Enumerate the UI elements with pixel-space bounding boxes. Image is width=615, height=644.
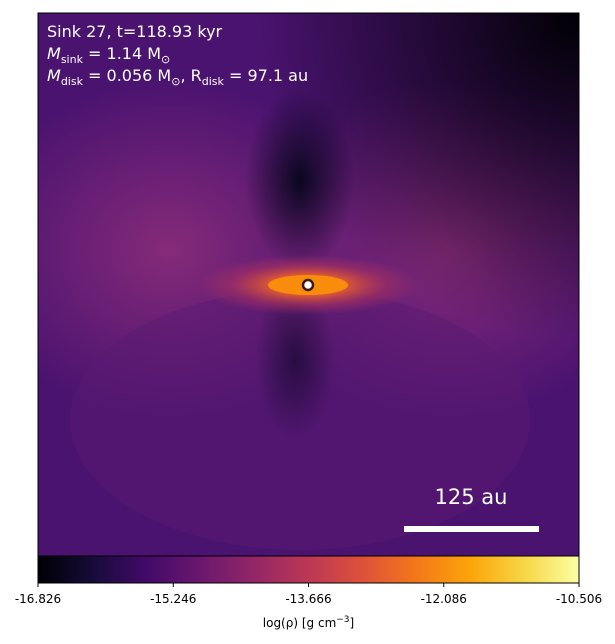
annotation-part: M xyxy=(47,44,61,63)
colorbar-tick-label: -13.666 xyxy=(285,592,331,606)
colorbar-tick-label: -10.506 xyxy=(556,592,602,606)
superscript: −3 xyxy=(336,615,349,625)
annotation: Sink 27, t=118.93 kyr xyxy=(47,22,223,41)
subscript: ⊙ xyxy=(171,75,180,88)
colorbar-label: log(ρ) [g cm−3] xyxy=(263,615,354,630)
annotation-part: = 97.1 au xyxy=(224,66,308,85)
colorbar-tick-label: -12.086 xyxy=(421,592,467,606)
label-part: log(ρ) [g cm xyxy=(263,616,337,630)
annotation: Mdisk = 0.056 M⊙, Rdisk = 97.1 au xyxy=(47,66,308,88)
subscript: disk xyxy=(202,75,225,88)
annotation-part: M xyxy=(47,66,61,85)
subscript: disk xyxy=(61,75,84,88)
sink-marker xyxy=(301,278,315,292)
annotation-part: = 0.056 M xyxy=(83,66,171,85)
density-image xyxy=(38,13,579,556)
subscript: ⊙ xyxy=(161,53,170,66)
colorbar-tick-label: -15.246 xyxy=(150,592,196,606)
colorbar xyxy=(37,555,580,584)
colorbar-tick-label: -16.826 xyxy=(15,592,61,606)
label-part: ] xyxy=(350,616,355,630)
subscript: sink xyxy=(61,53,84,66)
annotation: Msink = 1.14 M⊙ xyxy=(47,44,170,66)
annotation-part: Sink 27, t=118.93 kyr xyxy=(47,22,223,41)
scale-bar-label: 125 au xyxy=(435,485,508,509)
annotation-part: , R xyxy=(180,66,201,85)
annotation-part: = 1.14 M xyxy=(83,44,161,63)
